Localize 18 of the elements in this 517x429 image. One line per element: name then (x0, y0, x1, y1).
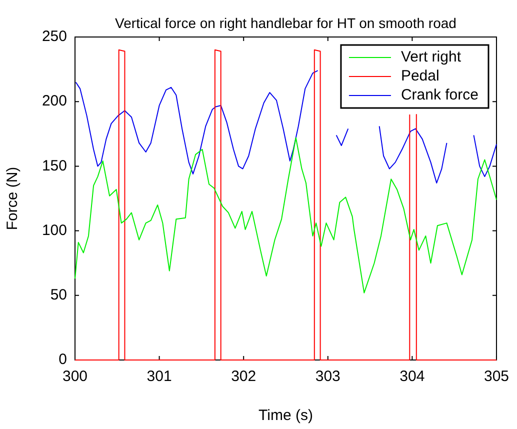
x-tick-label: 300 (62, 368, 88, 386)
x-tick-label: 305 (484, 368, 509, 386)
x-tick-label: 301 (146, 368, 172, 386)
x-tick-label: 303 (315, 368, 340, 386)
x-axis-title: Time (s) (258, 407, 313, 424)
y-tick-label: 0 (58, 351, 67, 368)
y-tick-label: 250 (42, 28, 67, 46)
x-tick-label: 302 (231, 368, 256, 386)
y-tick-label: 150 (42, 157, 67, 174)
legend-label: Vert right (400, 48, 462, 66)
y-tick-label: 200 (42, 92, 67, 110)
y-tick-label: 50 (50, 286, 67, 304)
chart-title: Vertical force on right handlebar for HT on smooth road (115, 14, 456, 31)
legend-label: Crank force (400, 86, 478, 104)
x-tick-label: 304 (400, 368, 425, 386)
y-axis-title: Force (N) (4, 166, 22, 230)
legend-label: Pedal (400, 68, 440, 85)
y-tick-label: 100 (42, 222, 67, 239)
